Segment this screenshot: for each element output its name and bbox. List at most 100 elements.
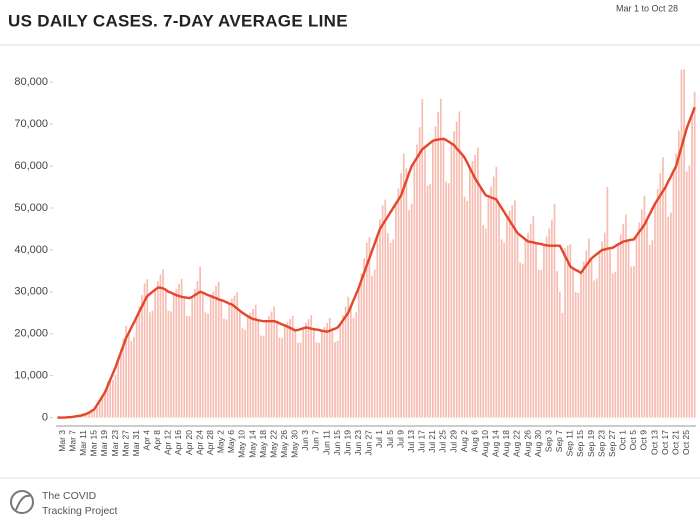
logo-mark [10, 490, 34, 514]
bar [146, 279, 149, 418]
x-tick-label: Jul 5 [385, 430, 395, 448]
x-tick-label: Jun 7 [311, 430, 321, 451]
bar [503, 242, 506, 418]
bar [156, 280, 159, 418]
bar [172, 293, 175, 418]
bar [355, 312, 358, 418]
x-tick-label: Aug 30 [533, 430, 543, 457]
bar [85, 413, 88, 418]
bar [201, 292, 204, 418]
y-tick-label: 80,000 [14, 76, 48, 88]
chart-title: US DAILY CASES. 7-DAY AVERAGE LINE [8, 11, 348, 30]
bar [506, 216, 508, 418]
bar [162, 269, 164, 418]
bar [331, 329, 334, 418]
bar [178, 283, 180, 418]
bar [275, 322, 278, 418]
bar [606, 186, 609, 418]
bar [556, 271, 559, 418]
bar [487, 196, 490, 418]
bar [654, 203, 656, 418]
bar [334, 342, 336, 418]
bar [574, 292, 577, 418]
bar [225, 319, 228, 418]
bar [376, 236, 379, 418]
average-line [57, 106, 696, 419]
bar [260, 335, 262, 418]
bar [495, 166, 498, 418]
bar [394, 203, 397, 418]
bar [233, 295, 236, 418]
bar [117, 359, 119, 418]
bar [188, 316, 191, 418]
bar [389, 242, 392, 418]
x-tick-label: Mar 3 [57, 430, 67, 452]
bar [270, 311, 273, 418]
x-tick-label: Jul 13 [406, 430, 416, 453]
bar [551, 219, 553, 418]
bar [667, 216, 670, 418]
bar [543, 244, 545, 418]
bar [614, 271, 617, 418]
bar [662, 157, 664, 418]
bar [593, 280, 596, 418]
bar [656, 188, 659, 418]
bar [625, 214, 627, 418]
bar [469, 168, 471, 418]
x-tick-label: Aug 2 [459, 430, 469, 452]
bar [241, 328, 244, 418]
bar [434, 126, 437, 418]
x-tick-label: Mar 19 [99, 430, 109, 457]
bar [310, 315, 313, 418]
bar [164, 289, 167, 418]
bar [630, 266, 633, 418]
x-tick-label: Sep 11 [565, 430, 575, 457]
bar [611, 273, 614, 418]
x-tick-label: Oct 13 [649, 430, 659, 455]
x-tick-label: Jun 3 [300, 430, 310, 451]
bar [196, 280, 199, 418]
bar [413, 161, 416, 418]
x-tick-label: Jun 15 [332, 430, 342, 456]
bar [199, 266, 201, 418]
bar [519, 262, 521, 418]
bar [112, 379, 114, 418]
x-tick-label: Apr 4 [141, 430, 151, 451]
bar [405, 168, 408, 418]
x-tick-label: Sep 15 [575, 430, 585, 457]
bar [119, 349, 122, 418]
x-tick-label: Jun 27 [364, 430, 374, 456]
bar [170, 311, 172, 418]
bar [104, 389, 106, 418]
bar [294, 330, 297, 418]
bar [223, 318, 225, 418]
bar [365, 242, 368, 418]
x-tick-label: Jul 29 [448, 430, 458, 453]
bar [622, 223, 625, 418]
bar [209, 296, 212, 418]
bar [540, 270, 543, 418]
x-tick-label: Apr 12 [163, 430, 173, 455]
bar [262, 335, 265, 418]
x-tick-label: Sep 23 [596, 430, 606, 457]
bar [426, 185, 429, 418]
bar [582, 261, 585, 418]
x-tick-label: Mar 31 [131, 430, 141, 457]
source-line: Tracking Project [42, 505, 118, 517]
x-tick-label: May 30 [290, 430, 300, 458]
bar [521, 264, 524, 418]
x-tick-label: Mar 11 [78, 430, 88, 456]
bar [302, 328, 305, 418]
bar [315, 342, 318, 418]
bar [313, 329, 315, 418]
bar [397, 188, 400, 418]
bar [257, 320, 260, 418]
bar [566, 245, 569, 418]
bar [254, 304, 257, 418]
bar [246, 316, 249, 418]
x-tick-label: Oct 25 [681, 430, 691, 455]
bar [96, 407, 98, 418]
bar [281, 338, 283, 418]
x-tick-label: Aug 14 [491, 430, 501, 457]
bar [479, 186, 482, 418]
